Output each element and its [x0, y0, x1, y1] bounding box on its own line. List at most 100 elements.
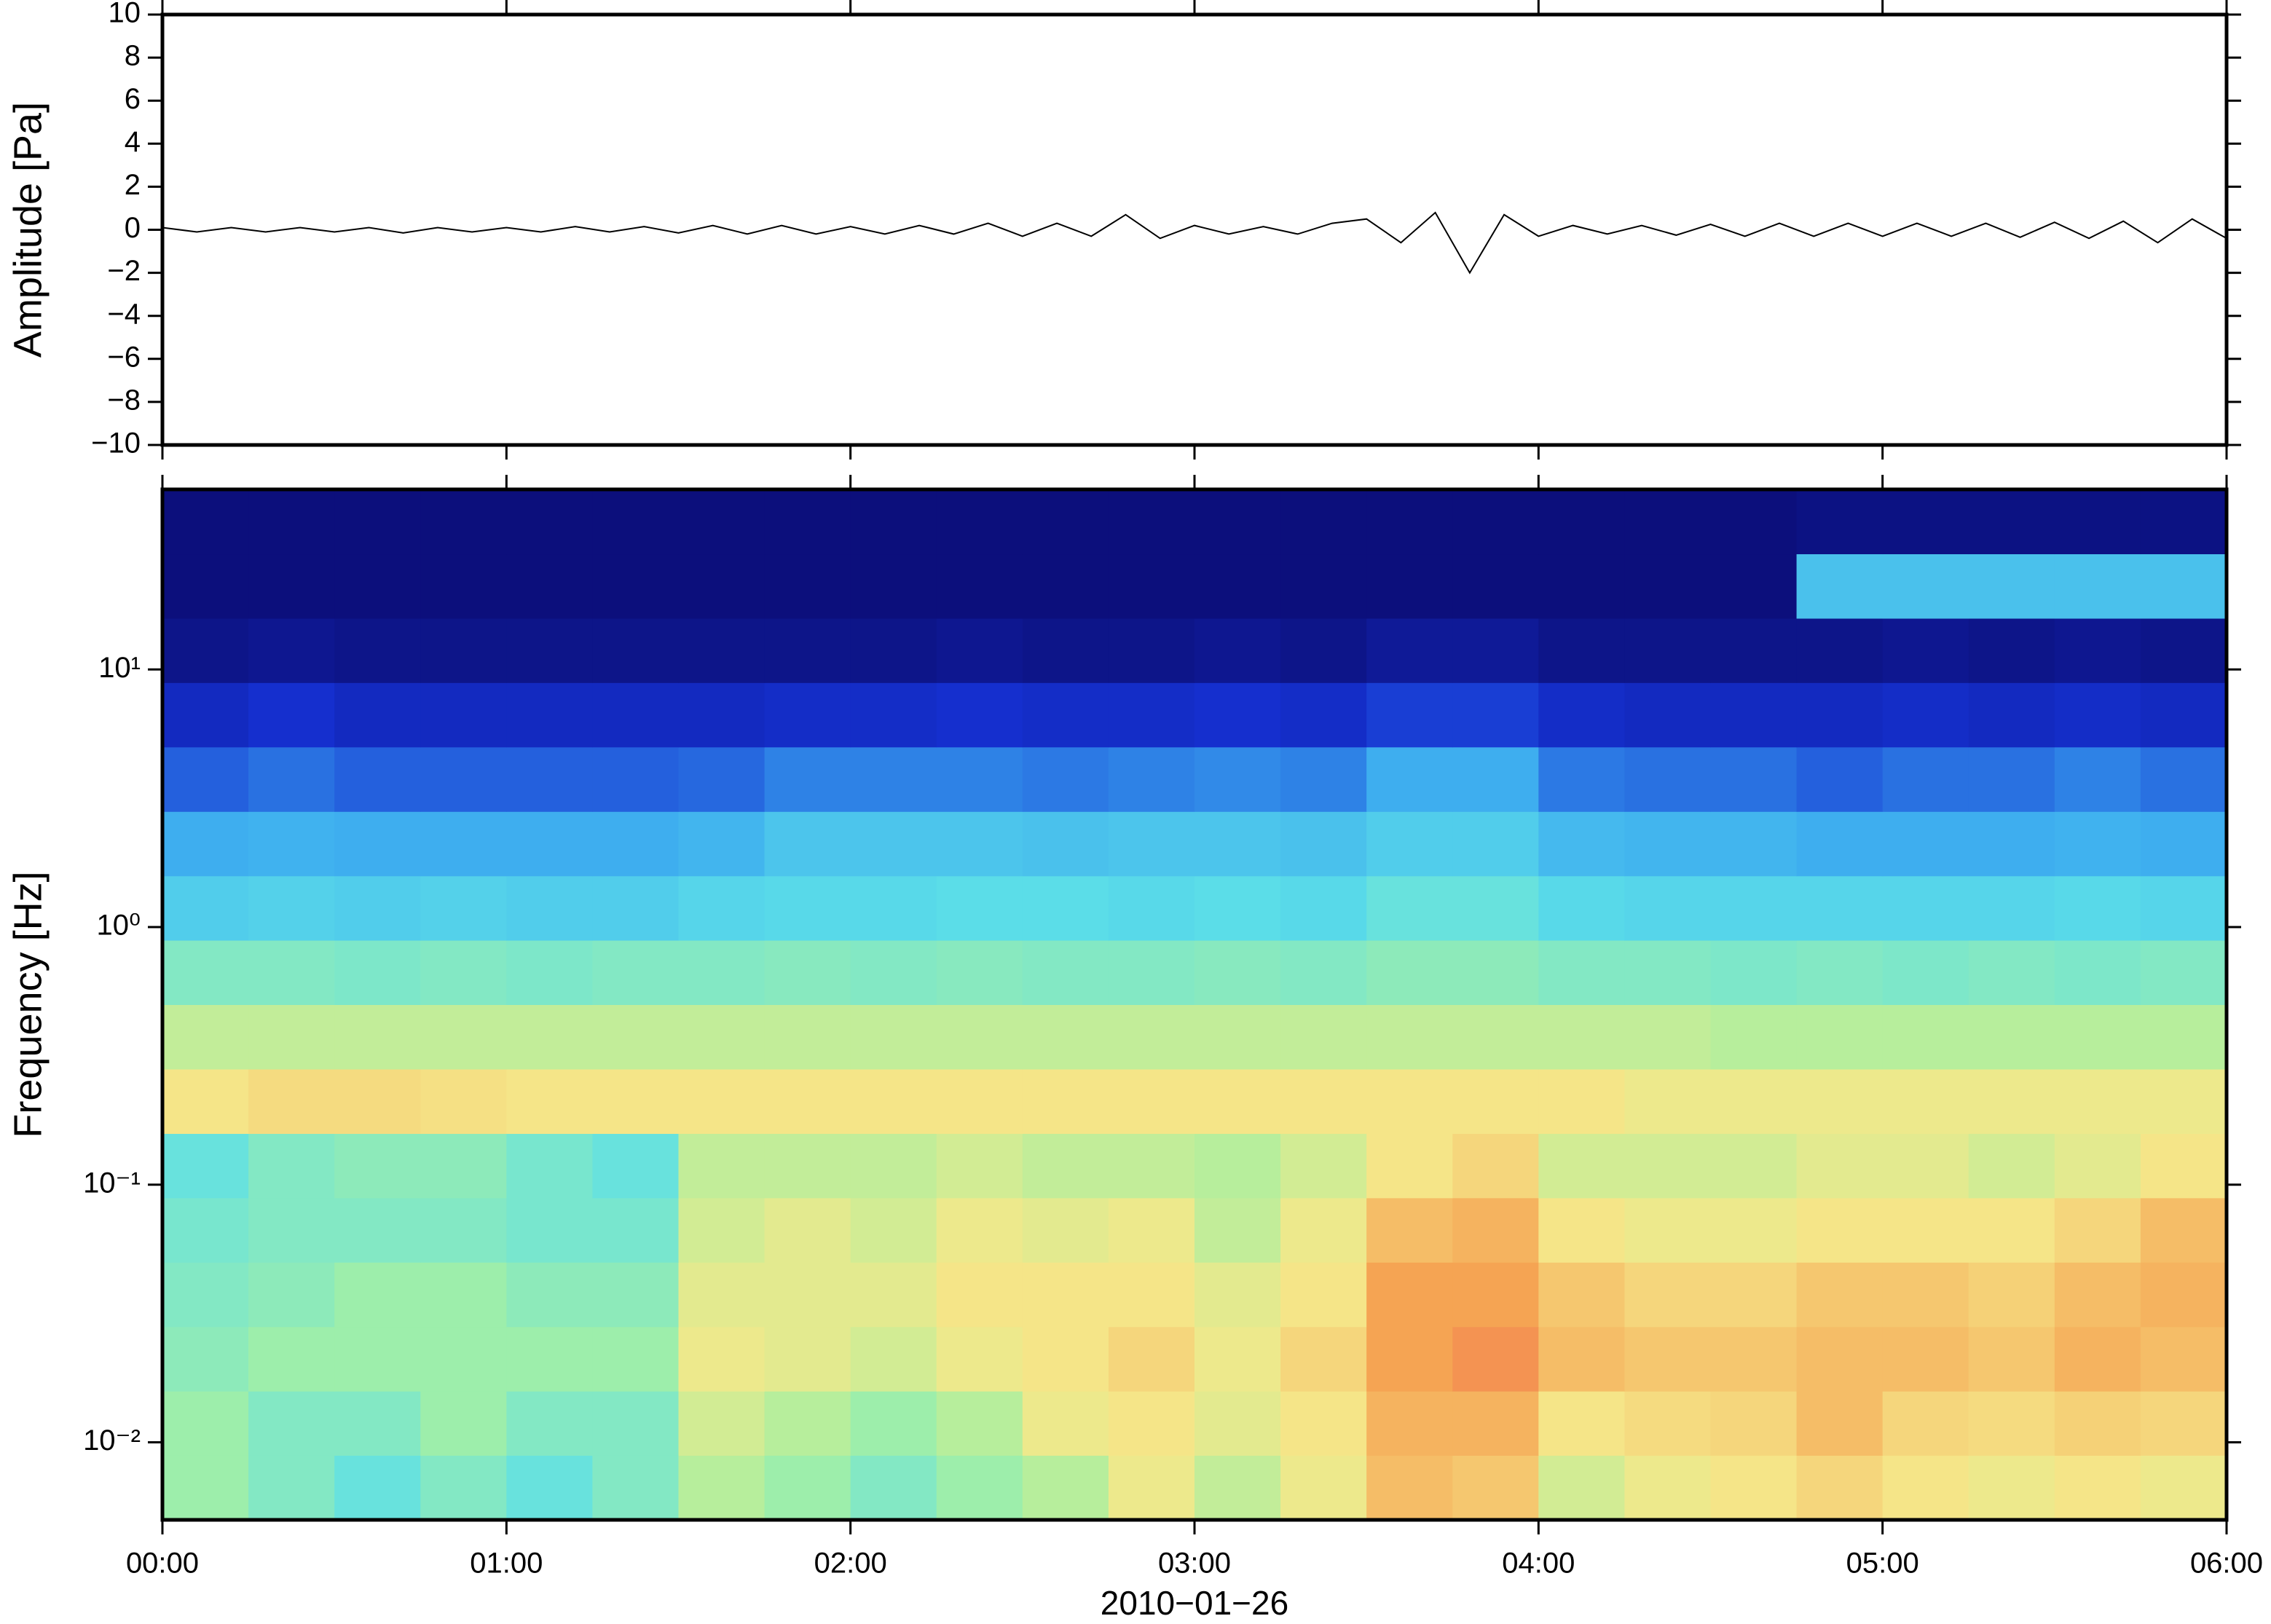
spectrogram-cell: [764, 875, 851, 941]
y-tick-label: 4: [125, 126, 141, 158]
spectrogram-cell: [1710, 1326, 1798, 1392]
spectrogram-cell: [1366, 940, 1453, 1005]
x-tick-label: 04:00: [1502, 1548, 1575, 1580]
spectrogram-cell: [1108, 553, 1195, 619]
spectrogram-cell: [506, 875, 593, 941]
spectrogram-cell: [1968, 940, 2055, 1005]
spectrogram-cell: [1882, 1326, 1969, 1392]
spectrogram-cell: [162, 1069, 249, 1134]
spectrogram-cell: [1968, 489, 2055, 555]
spectrogram-cell: [1538, 1004, 1625, 1070]
spectrogram-cell: [1194, 811, 1281, 877]
spectrogram-cell: [2140, 1004, 2227, 1070]
spectrogram-cell: [1366, 1455, 1453, 1521]
spectrogram-cell: [1022, 489, 1109, 555]
spectrogram-cell: [2054, 746, 2141, 812]
y-tick-label: 6: [125, 83, 141, 115]
spectrogram-cell: [850, 811, 937, 877]
spectrogram-cell: [1366, 1069, 1453, 1134]
spectrogram-cell: [1538, 1326, 1625, 1392]
spectrogram-cell: [1624, 1326, 1711, 1392]
spectrogram-cell: [162, 553, 249, 619]
spectrogram-cell: [936, 746, 1023, 812]
spectrogram-cell: [162, 1455, 249, 1521]
spectrogram-cell: [1882, 746, 1969, 812]
spectrogram-cell: [850, 746, 937, 812]
spectrogram-cell: [764, 682, 851, 748]
spectrogram-cell: [592, 811, 679, 877]
y-axis-title: Frequency [Hz]: [6, 871, 50, 1138]
y-tick-label: −10: [91, 427, 141, 460]
spectrogram-cell: [1022, 746, 1109, 812]
spectrogram-cell: [1108, 746, 1195, 812]
spectrogram-cell: [678, 682, 765, 748]
spectrogram-cell: [1108, 1455, 1195, 1521]
spectrogram-cell: [850, 618, 937, 683]
spectrogram-cell: [420, 875, 507, 941]
spectrogram-cell: [2140, 489, 2227, 555]
spectrogram-cell: [592, 1069, 679, 1134]
spectrogram-cell: [1968, 1197, 2055, 1263]
spectrogram-cell: [1796, 1455, 1884, 1521]
y-tick-label: −4: [107, 298, 141, 330]
spectrogram-cell: [1538, 811, 1625, 877]
spectrogram-cell: [1280, 1455, 1367, 1521]
spectrogram-cell: [678, 1197, 765, 1263]
spectrogram-cell: [1796, 553, 1884, 619]
panel-frame: [160, 12, 2229, 447]
spectrogram-cell: [506, 1455, 593, 1521]
spectrogram-cell: [1796, 618, 1884, 683]
spectrogram-cell: [334, 489, 421, 555]
spectrogram-cell: [420, 489, 507, 555]
spectrogram-cell: [678, 1262, 765, 1328]
x-tick-label: 02:00: [814, 1548, 887, 1580]
spectrogram-cell: [1882, 1391, 1969, 1456]
spectrogram-cell: [1022, 1455, 1109, 1521]
spectrogram-cell: [1452, 1004, 1539, 1070]
spectrogram-cell: [592, 1262, 679, 1328]
spectrogram-cell: [1796, 682, 1884, 748]
y-tick-label: 10: [109, 0, 141, 29]
spectrogram-cell: [850, 1391, 937, 1456]
spectrogram-cell: [1796, 811, 1884, 877]
spectrogram-cell: [506, 553, 593, 619]
spectrogram-cell: [678, 553, 765, 619]
spectrogram-cell: [1624, 746, 1711, 812]
spectrogram-cell: [1280, 811, 1367, 877]
spectrogram-cell: [1710, 553, 1798, 619]
spectrogram-cell: [592, 1326, 679, 1392]
spectrogram-cell: [1452, 875, 1539, 941]
spectrogram-cell: [1968, 1391, 2055, 1456]
spectrogram-cell: [936, 618, 1023, 683]
spectrogram-cell: [678, 746, 765, 812]
spectrogram-cell: [420, 811, 507, 877]
spectrogram-cell: [592, 746, 679, 812]
spectrogram-cell: [420, 618, 507, 683]
spectrogram-cell: [1108, 1004, 1195, 1070]
spectrogram-cell: [1108, 489, 1195, 555]
spectrogram-cell: [1624, 811, 1711, 877]
spectrogram-cell: [334, 553, 421, 619]
spectrogram-cell: [850, 1133, 937, 1199]
spectrogram-cell: [162, 1391, 249, 1456]
spectrogram-cell: [1280, 1133, 1367, 1199]
spectrogram-cell: [1796, 1069, 1884, 1134]
spectrogram-cell: [1538, 618, 1625, 683]
spectrogram-cell: [936, 1391, 1023, 1456]
spectrogram-cell: [764, 1004, 851, 1070]
spectrogram-cell: [2054, 1326, 2141, 1392]
spectrogram-cell: [1968, 1326, 2055, 1392]
y-tick-label: −6: [107, 341, 141, 373]
spectrogram-cell: [2140, 746, 2227, 812]
spectrogram-cell: [334, 875, 421, 941]
spectrogram-cell: [678, 1455, 765, 1521]
spectrogram-cell: [1366, 1197, 1453, 1263]
spectrogram-cell: [1022, 1133, 1109, 1199]
spectrogram-cell: [248, 1391, 335, 1456]
spectrogram-cell: [936, 1455, 1023, 1521]
spectrogram-cell: [506, 618, 593, 683]
spectrogram-cell: [678, 1326, 765, 1392]
spectrogram-cell: [936, 489, 1023, 555]
spectrogram-cell: [1882, 1455, 1969, 1521]
